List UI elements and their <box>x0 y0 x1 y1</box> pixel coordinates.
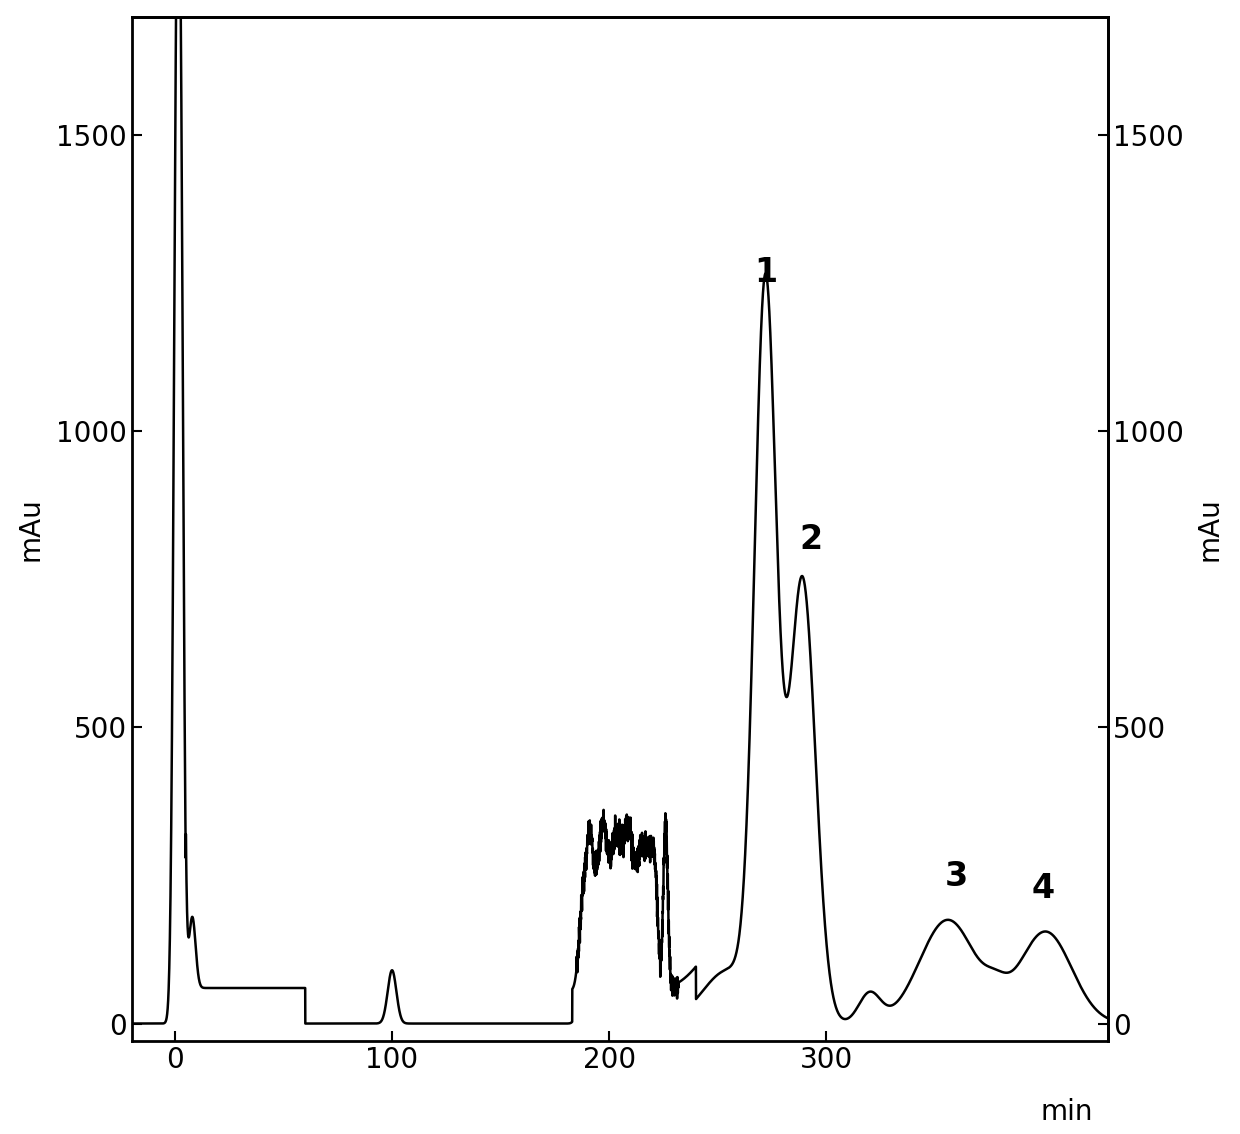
Text: 1: 1 <box>754 256 777 289</box>
Y-axis label: mAu: mAu <box>16 497 45 561</box>
Text: 4: 4 <box>1032 872 1055 905</box>
Text: 3: 3 <box>945 861 968 894</box>
Text: 2: 2 <box>800 523 822 556</box>
Y-axis label: mAu: mAu <box>1195 497 1224 561</box>
Text: min: min <box>1040 1098 1092 1126</box>
